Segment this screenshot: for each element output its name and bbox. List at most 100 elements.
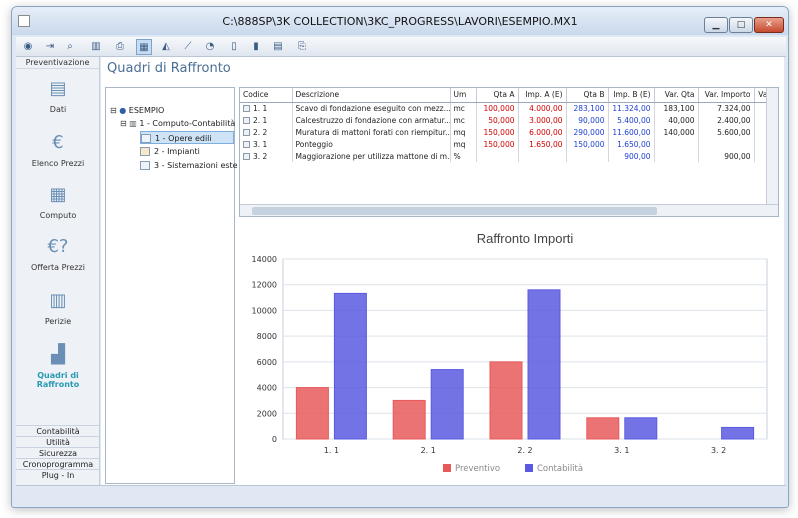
sidebar-item-dati[interactable]: ▤ Dati [16, 77, 100, 114]
bar-contabilita [721, 426, 755, 440]
table-cell [518, 150, 567, 162]
title-bar: C:\888SP\3K COLLECTION\3KC_PROGRESS\LAVO… [12, 7, 788, 35]
app-icon[interactable] [18, 15, 30, 27]
table-cell: 4.000,00 [518, 102, 567, 114]
sidebar-sections: Contabilità Utilità Sicurezza Cronoprogr… [16, 425, 100, 480]
home-icon[interactable]: ◉ [23, 41, 33, 52]
sidebar-item-label: Offerta Prezzi [31, 263, 85, 272]
maximize-button[interactable]: □ [729, 17, 753, 33]
table-cell: 1. 1 [240, 102, 293, 114]
chart-svg: Raffronto Importi 0 2000 4000 6000 8000 10000 1… [252, 231, 768, 474]
project-tree: ⊟ ● ESEMPIO ⊟ ▥ 1 - Computo-Contabilità … [105, 87, 238, 484]
table-cell: mq [450, 138, 477, 150]
area-chart-icon[interactable]: ◭ [162, 41, 170, 52]
y-tick-label: 0 [272, 435, 277, 444]
table-row[interactable]: 3. 1 Ponteggio mq 150,000 1.650,00 150,000 1.6… [240, 138, 775, 150]
bar-preventivo [489, 361, 523, 440]
column-header[interactable]: Imp. B (E) [608, 88, 655, 103]
export-icon[interactable]: ⎘ [298, 41, 306, 52]
table-cell: 3.000,00 [518, 114, 567, 126]
bar-contabilita [430, 369, 464, 440]
legend-swatch [443, 464, 451, 472]
y-tick-label: 10000 [252, 306, 277, 315]
print-icon[interactable]: ⎙ [116, 41, 124, 52]
table-cell: 90,000 [566, 114, 609, 126]
section-cronoprogramma[interactable]: Cronoprogramma [16, 458, 100, 469]
euro-coins-icon: € [52, 132, 64, 153]
table-cell [476, 150, 519, 162]
section-utilita[interactable]: Utilità [16, 436, 100, 447]
x-tick-label: 2. 2 [517, 446, 532, 455]
minimize-button[interactable]: ▁ [704, 17, 728, 33]
table-cell: mq [450, 126, 477, 138]
toolbar: ◉ ⇥ ⌕ ▥ ⎙ ▦ ◭ ⟋ ◔ ▯ ▮ ▤ ⎘ [16, 37, 786, 57]
table-row[interactable]: 1. 1 Scavo di fondazione eseguito con mez… [240, 102, 775, 114]
table-cell: 183,100 [654, 102, 699, 114]
exit-icon[interactable]: ⇥ [45, 41, 55, 52]
row-selector-icon[interactable] [243, 117, 250, 124]
y-tick-label: 8000 [257, 332, 277, 341]
column-header[interactable]: Descrizione [292, 88, 451, 103]
collapse-icon[interactable]: ⊟ [120, 119, 127, 128]
bar-preventivo [392, 399, 426, 440]
tree-node-impianti[interactable]: 2 - Impianti [140, 145, 200, 158]
window-title: C:\888SP\3K COLLECTION\3KC_PROGRESS\LAVO… [222, 15, 578, 28]
row-selector-icon[interactable] [243, 141, 250, 148]
column-header[interactable]: Qta A [476, 88, 519, 103]
bar-chart-icon: ▟ [51, 344, 65, 365]
pie-chart-icon[interactable]: ◔ [205, 41, 215, 52]
column-header[interactable]: Imp. A (E) [518, 88, 567, 103]
y-tick-label: 12000 [252, 281, 277, 290]
legend-label: Preventivo [455, 464, 500, 474]
table-row[interactable]: 2. 2 Muratura di mattoni forati con riemp… [240, 126, 775, 138]
column-header[interactable]: Var. Importo [698, 88, 755, 103]
tree-node-root[interactable]: ⊟ ● ESEMPIO [110, 104, 164, 117]
sidebar-item-label: Computo [39, 211, 77, 220]
table-cell [654, 138, 699, 150]
table-cell: Muratura di mattoni forati con riempitur… [292, 126, 451, 138]
sidebar: Preventivazione ▤ Dati € Elenco Prezzi ▦… [16, 57, 100, 485]
bar-chart-icon: ▥ [129, 119, 137, 128]
collapse-icon[interactable]: ⊟ [110, 106, 117, 115]
row-selector-icon[interactable] [243, 105, 250, 113]
table-row[interactable]: 3. 2 Maggiorazione per utilizza mattone d… [240, 150, 775, 162]
y-tick-label: 14000 [252, 255, 277, 264]
column-header[interactable]: Qta B [566, 88, 609, 103]
column-header[interactable]: Um [450, 88, 477, 103]
section-contabilita[interactable]: Contabilità [16, 425, 100, 436]
sidebar-item-elenco-prezzi[interactable]: € Elenco Prezzi [16, 131, 100, 168]
tree-node-opere-edili[interactable]: 1 - Opere edili [140, 131, 234, 144]
tree-node-computo[interactable]: ⊟ ▥ 1 - Computo-Contabilità [120, 117, 235, 130]
table-icon[interactable]: ▤ [273, 41, 283, 52]
close-button[interactable]: ✕ [754, 17, 784, 33]
tree-node-sistemazioni[interactable]: 3 - Sistemazioni este [140, 159, 238, 172]
row-selector-icon[interactable] [243, 129, 250, 136]
columns-icon[interactable]: ▯ [231, 41, 237, 52]
table-cell: 2.400,00 [698, 114, 755, 126]
sidebar-item-quadri-di-raffronto[interactable]: ▟ Quadri di Raffronto [16, 343, 100, 389]
section-plug-in[interactable]: Plug - In [16, 469, 100, 480]
column-header[interactable]: Codice [240, 88, 293, 103]
bars-icon[interactable]: ▮ [253, 41, 259, 52]
y-tick-label: 4000 [257, 384, 277, 393]
scrollbar-thumb[interactable] [252, 207, 657, 215]
row-selector-icon[interactable] [243, 153, 250, 160]
table-cell: 290,000 [566, 126, 609, 138]
chart-add-icon[interactable]: ▥ [91, 41, 101, 52]
horizontal-scrollbar[interactable] [240, 204, 778, 216]
bar-chart-icon[interactable]: ▦ [136, 39, 152, 55]
vertical-scrollbar[interactable] [766, 88, 778, 206]
column-header[interactable]: Var. Qta [654, 88, 699, 103]
legend-label: Contabilità [537, 464, 583, 474]
tree-node-label: ESEMPIO [128, 106, 165, 115]
table-cell: 5.600,00 [698, 126, 755, 138]
sidebar-item-perizie[interactable]: ▥ Perizie [16, 289, 100, 326]
table-cell: 1.650,00 [518, 138, 567, 150]
sidebar-item-offerta-prezzi[interactable]: €? Offerta Prezzi [16, 235, 100, 272]
section-sicurezza[interactable]: Sicurezza [16, 447, 100, 458]
search-icon[interactable]: ⌕ [67, 41, 73, 52]
line-chart-icon[interactable]: ⟋ [184, 41, 192, 52]
sidebar-item-computo[interactable]: ▦ Computo [16, 183, 100, 220]
table-row[interactable]: 2. 1 Calcestruzzo di fondazione con armat… [240, 114, 775, 126]
app-window: C:\888SP\3K COLLECTION\3KC_PROGRESS\LAVO… [11, 6, 789, 508]
